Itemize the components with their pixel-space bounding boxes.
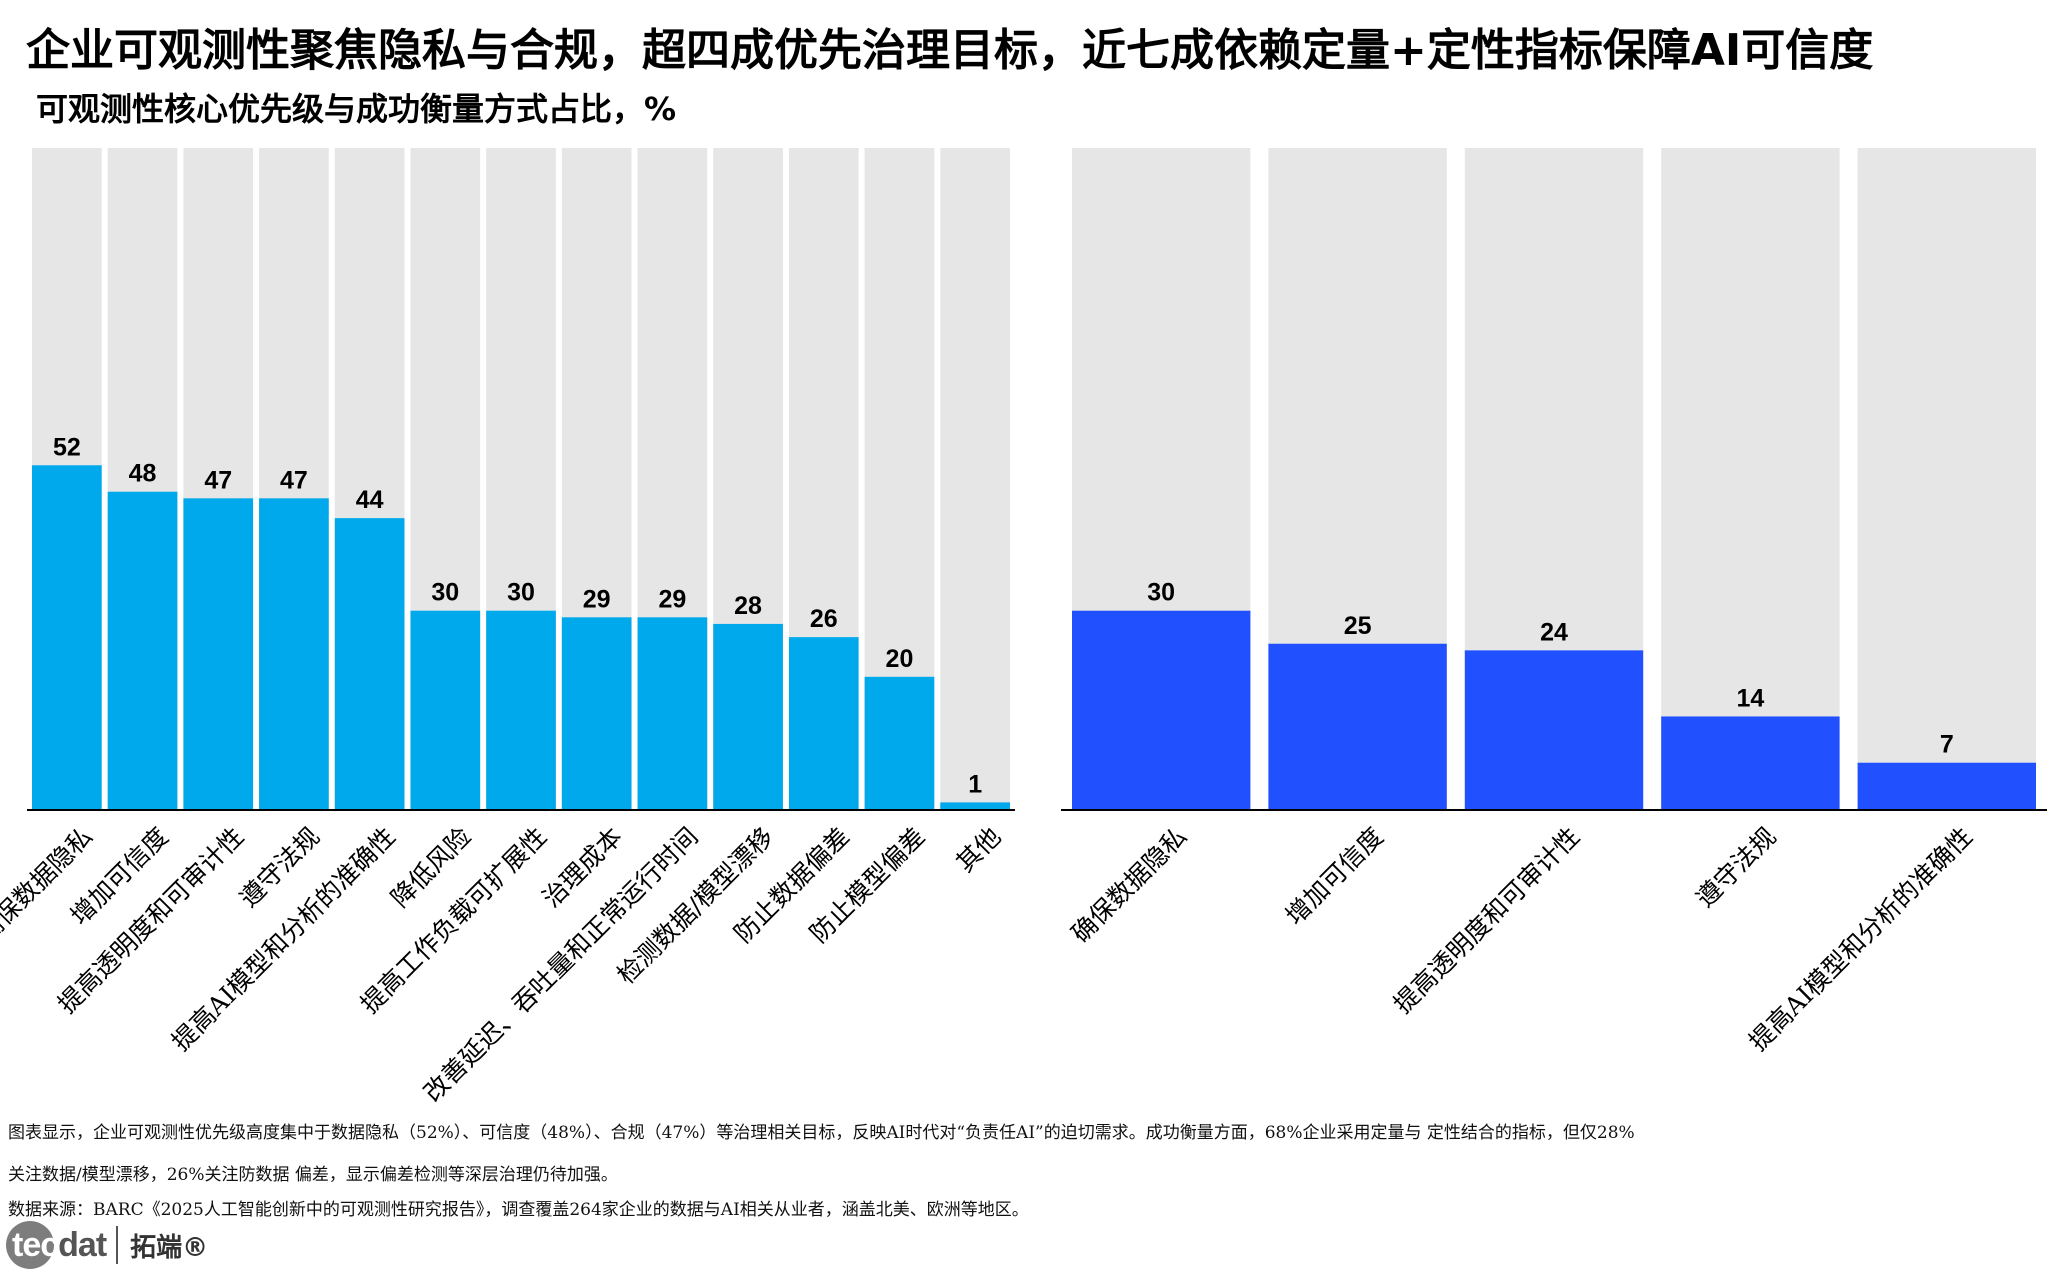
left-bar-10: [713, 623, 783, 809]
footnote-source: 数据来源：BARC《2025人工智能创新中的可观测性研究报告》，调查覆盖264家…: [8, 1200, 1029, 1220]
right-bar-1: [1072, 610, 1251, 809]
left-data-label-9: 29: [658, 585, 686, 613]
right-bar-3: [1464, 650, 1644, 809]
left-data-label-10: 28: [734, 592, 762, 620]
left-bar-5: [334, 518, 405, 809]
right-bar-track-4: [1661, 148, 1840, 809]
left-category-label-9: 改善延迟、吞吐量和正常运行时间: [418, 822, 704, 1108]
right-category-label-3: 提高透明度和可审计性: [1388, 822, 1585, 1019]
footnote-summary-line2: 关注数据/模型漂移，26%关注防数据 偏差，显示偏差检测等深层治理仍待加强。: [8, 1165, 618, 1185]
logo-wordmark-first: tec: [12, 1225, 59, 1264]
logo-chinese: 拓端®: [130, 1232, 209, 1263]
right-data-label-5: 7: [1940, 731, 1954, 759]
chart-title: 企业可观测性聚焦隐私与合规，超四成优先治理目标，近七成依赖定量+定性指标保障AI…: [26, 25, 1874, 76]
footnote-summary-line1: 图表显示，企业可观测性优先级高度集中于数据隐私（52%）、可信度（48%）、合规…: [8, 1123, 1635, 1143]
left-data-label-12: 20: [886, 645, 914, 673]
left-data-label-1: 52: [53, 433, 81, 461]
right-data-label-2: 25: [1344, 612, 1372, 640]
left-data-label-7: 30: [507, 579, 535, 607]
left-bar-8: [561, 617, 632, 809]
right-data-label-1: 30: [1147, 579, 1175, 607]
left-data-label-3: 47: [204, 466, 232, 494]
logo-circle-icon: [6, 1221, 54, 1269]
right-data-label-4: 14: [1736, 684, 1764, 712]
left-bar-track-13: [940, 148, 1010, 809]
left-bar-13: [940, 802, 1010, 809]
left-bar-12: [864, 676, 935, 809]
left-bar-11: [788, 637, 859, 809]
right-bar-4: [1661, 716, 1840, 809]
right-category-label-4: 遵守法规: [1690, 822, 1781, 913]
left-data-label-11: 26: [810, 605, 838, 633]
right-category-label-5: 提高AI模型和分析的准确性: [1743, 822, 1978, 1057]
left-data-label-5: 44: [356, 486, 384, 514]
left-bar-9: [637, 617, 708, 809]
right-bar-2: [1268, 643, 1447, 809]
charts-canvas: 52 确保数据隐私 48 增加可信度 47 提高透明度和可审计性 47 遵守法规 44 提高AI模…: [0, 148, 2047, 1108]
right-category-label-1: 确保数据隐私: [1066, 822, 1193, 949]
left-bar-3: [183, 498, 254, 809]
left-bar-6: [410, 610, 481, 809]
chart-subtitle: 可观测性核心优先级与成功衡量方式占比，%: [36, 90, 677, 128]
left-bar-7: [486, 610, 556, 809]
left-bar-1: [32, 465, 102, 809]
logo-wordmark-rest: dat: [58, 1225, 107, 1264]
logo-wordmark: tecdat: [12, 1225, 107, 1265]
left-data-label-8: 29: [583, 585, 611, 613]
brand-logo: tecdat 拓端®: [6, 1218, 208, 1272]
left-bar-2: [107, 491, 178, 809]
right-bar-5: [1857, 762, 2036, 809]
right-category-label-2: 增加可信度: [1280, 822, 1389, 931]
left-bar-4: [259, 498, 329, 809]
left-data-label-13: 1: [968, 770, 982, 798]
left-data-label-4: 47: [280, 466, 308, 494]
left-category-label-13: 其他: [951, 822, 1007, 878]
left-data-label-6: 30: [431, 579, 459, 607]
logo-divider: [116, 1226, 119, 1264]
left-data-label-2: 48: [129, 460, 157, 488]
right-bar-track-5: [1857, 148, 2036, 809]
right-data-label-3: 24: [1540, 618, 1568, 646]
